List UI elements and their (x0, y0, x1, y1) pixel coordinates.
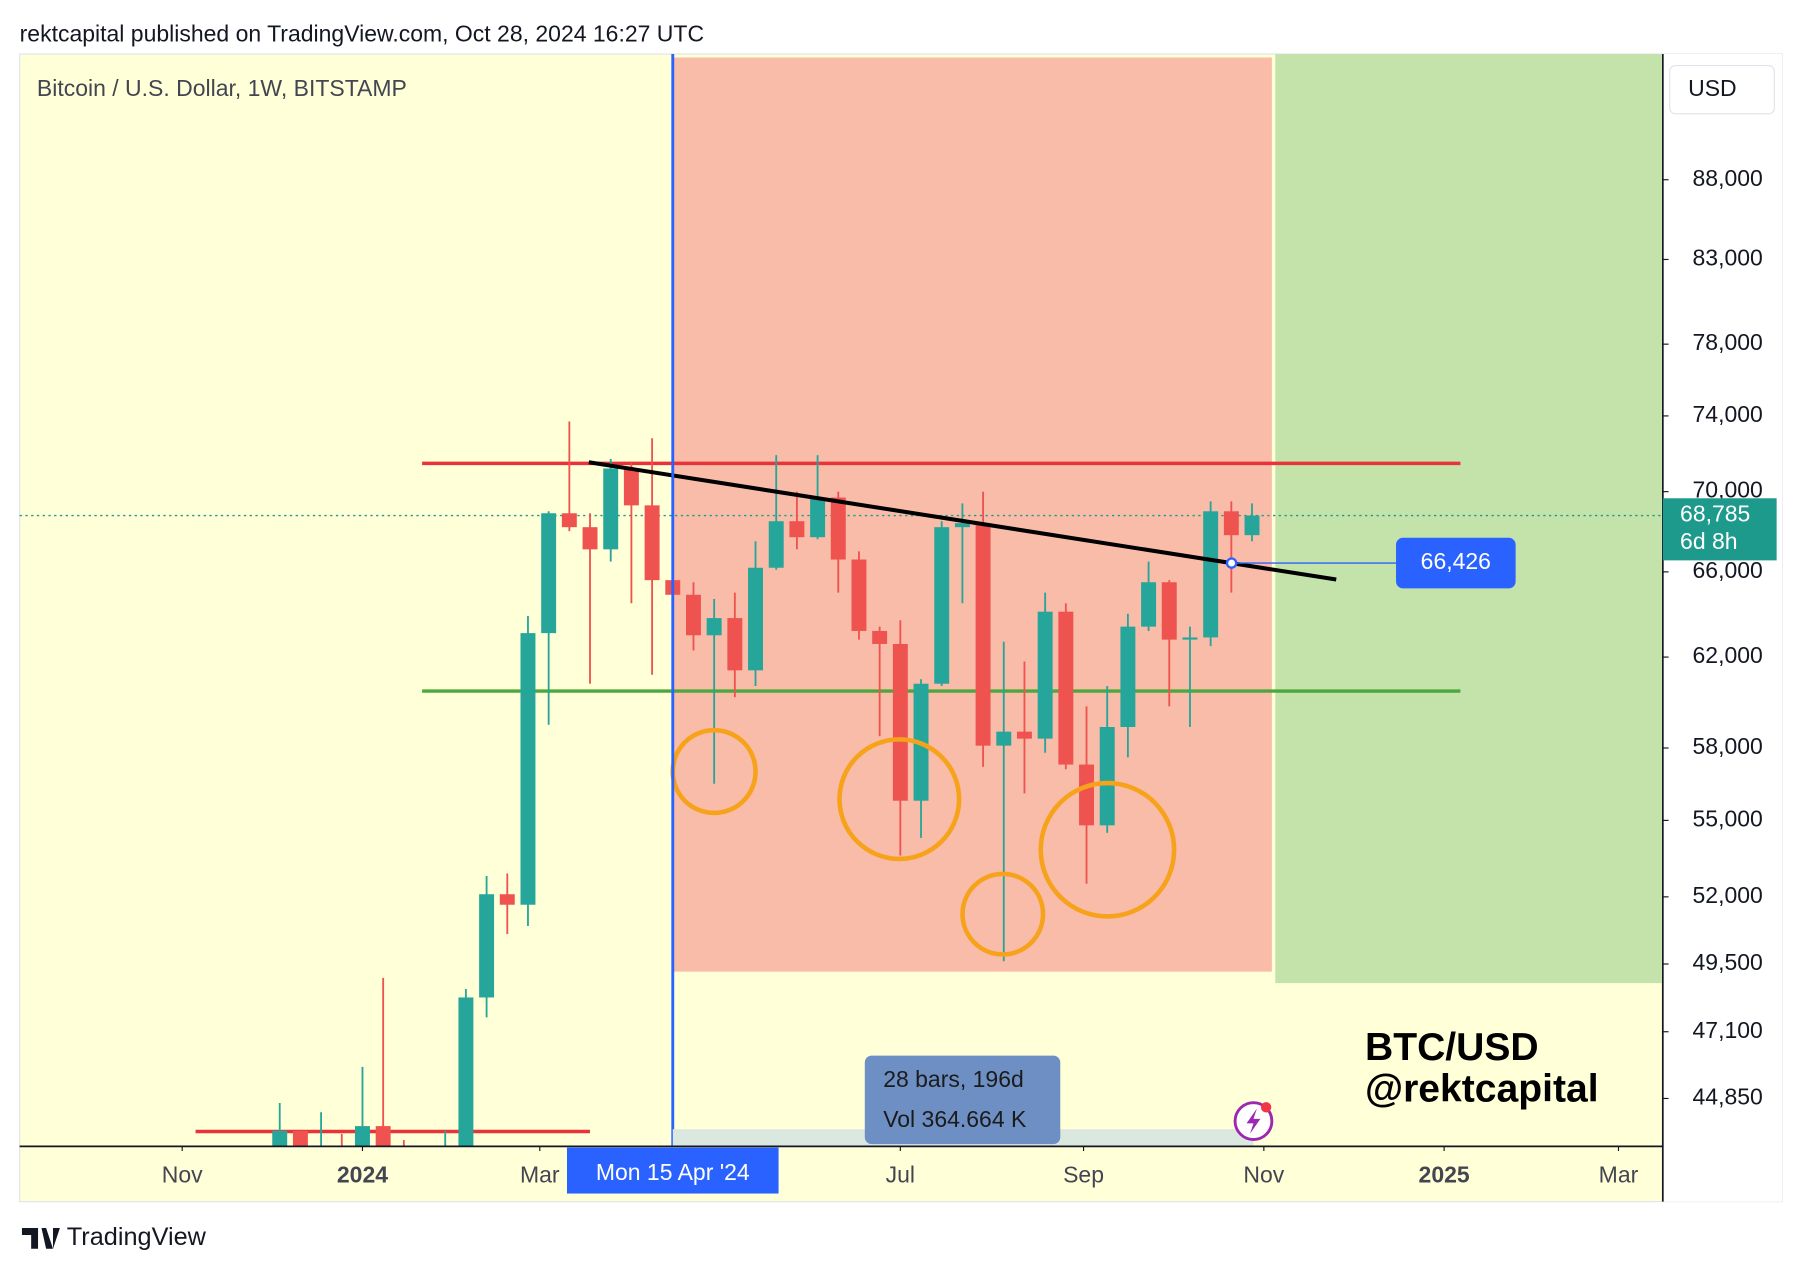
candle-body (810, 497, 826, 538)
alert-dot (1260, 1102, 1272, 1113)
candle-body (934, 527, 950, 684)
x-tick-label: Mar (1599, 1161, 1639, 1187)
candle-body (1037, 611, 1053, 739)
candle-body (830, 497, 846, 560)
trend-point (1225, 557, 1238, 569)
x-tick-label: Jul (886, 1161, 915, 1187)
x-tick-label: 2024 (337, 1161, 388, 1187)
y-tick-label: 49,500 (1693, 949, 1763, 975)
y-tick-label: 74,000 (1693, 401, 1763, 427)
circle (1038, 780, 1177, 919)
watermark: @rektcapital (1365, 1068, 1599, 1111)
y-tick-label: 58,000 (1693, 733, 1763, 759)
header: rektcapital published on TradingView.com… (20, 21, 704, 47)
measure-box (864, 1055, 1061, 1145)
candle-body (292, 1130, 308, 1147)
candle-body (1099, 727, 1115, 826)
candle-body (768, 521, 784, 568)
x-tick-label: Sep (1063, 1161, 1104, 1187)
candle-body (727, 618, 743, 671)
candle-body (996, 731, 1012, 746)
candle-body (541, 513, 557, 634)
countdown: 6d 8h (1680, 528, 1738, 554)
candle-body (1058, 611, 1074, 765)
candle-body (623, 468, 639, 506)
y-tick-label: 83,000 (1693, 245, 1763, 271)
candle-body (685, 594, 701, 636)
candle-body (954, 523, 970, 528)
trend-price-label: 66,426 (1421, 548, 1491, 574)
range-box (672, 57, 1272, 972)
footer-logo: TradingView (21, 1223, 207, 1251)
candle-body (375, 1126, 391, 1147)
price-axis-bg (1662, 54, 1783, 1202)
candle-body (1182, 637, 1198, 640)
crosshair-box (566, 1147, 779, 1194)
candle-body (1161, 582, 1177, 640)
candle-body (1223, 511, 1239, 536)
watermark: BTC/USD (1365, 1026, 1539, 1069)
future-box (1275, 54, 1662, 984)
candle-body (975, 523, 991, 746)
candle-body (1203, 511, 1219, 638)
candle-body (872, 630, 888, 644)
candle-body (458, 997, 474, 1147)
y-tick-label: 78,000 (1693, 329, 1763, 355)
y-tick-label: 44,850 (1693, 1084, 1763, 1110)
measure-text: Vol 364.664 K (883, 1106, 1027, 1132)
crosshair-label: Mon 15 Apr '24 (596, 1159, 750, 1185)
y-tick-label: 66,000 (1693, 557, 1763, 583)
footer: TradingView (67, 1223, 207, 1251)
trend-line (588, 460, 1337, 582)
currency[interactable]: USD (1688, 75, 1737, 101)
candle-body (561, 513, 577, 528)
y-tick-label: 52,000 (1693, 882, 1763, 908)
candle-body (851, 559, 867, 631)
alert-bolt[interactable] (1246, 1108, 1261, 1134)
x-tick-label: 2025 (1419, 1161, 1470, 1187)
candle-body (603, 468, 619, 550)
currency-button[interactable] (1669, 64, 1775, 115)
y-tick-label: 62,000 (1693, 642, 1763, 668)
logo-mark (21, 1228, 60, 1249)
candle-body (892, 643, 908, 801)
candle-body (644, 505, 660, 581)
candle-body (582, 527, 598, 550)
candle-body (789, 521, 805, 538)
last-price-box (1662, 498, 1777, 561)
candle-body (748, 567, 764, 671)
candle-body (1244, 515, 1260, 536)
circle (960, 871, 1046, 957)
candles (272, 421, 1260, 1147)
y-tick-label: 47,100 (1693, 1017, 1763, 1043)
candle-body (1016, 731, 1032, 739)
candle-body (272, 1130, 288, 1147)
candle-body (1141, 582, 1157, 627)
candle-body (706, 618, 722, 636)
x-tick-label: Mar (520, 1161, 560, 1187)
circle (837, 737, 962, 862)
candle-body (520, 633, 536, 905)
x-tick-label: Nov (1243, 1161, 1284, 1187)
candle-body (499, 894, 515, 905)
candle-body (1079, 764, 1094, 826)
trend-price-box (1396, 537, 1516, 589)
candle-body (354, 1126, 370, 1147)
candle-body (1120, 626, 1136, 728)
x-tick-label: Nov (162, 1161, 203, 1187)
y-tick-label: 88,000 (1693, 165, 1763, 191)
y-tick-label: 55,000 (1693, 805, 1763, 831)
alert-icon[interactable] (1233, 1101, 1274, 1141)
last-price-label: 68,785 (1680, 501, 1750, 527)
measure-text: 28 bars, 196d (883, 1066, 1024, 1092)
symbol-title: Bitcoin / U.S. Dollar, 1W, BITSTAMP (37, 75, 407, 101)
candle-body (479, 894, 495, 998)
